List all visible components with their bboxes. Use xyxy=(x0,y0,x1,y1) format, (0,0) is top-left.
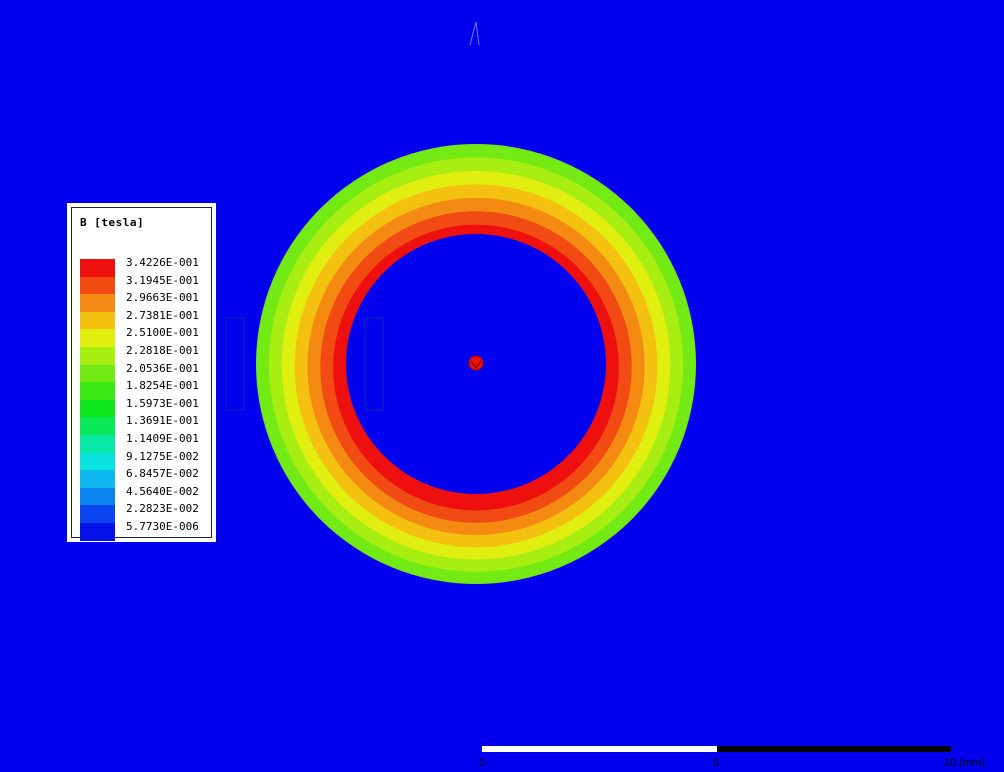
left-coil-outer xyxy=(225,317,245,411)
legend-label: 1.3691E-001 xyxy=(126,414,199,428)
scale-tick-10: 10 (mm) xyxy=(944,757,985,769)
legend-swatch xyxy=(80,259,115,277)
legend-label: 1.5973E-001 xyxy=(126,396,199,410)
legend-label: 2.2823E-002 xyxy=(126,502,199,516)
scale-bar-segment-white xyxy=(482,746,717,752)
legend-swatch xyxy=(80,364,115,383)
legend-swatch xyxy=(80,487,115,506)
legend-swatch xyxy=(80,276,115,295)
left-coil-inner xyxy=(364,317,384,411)
legend-swatch xyxy=(80,294,115,312)
legend-swatch xyxy=(80,435,115,453)
legend-swatch xyxy=(80,505,115,523)
legend-label: 2.9663E-001 xyxy=(126,291,199,305)
legend-swatch xyxy=(80,452,115,471)
legend-title: B [tesla] xyxy=(80,216,145,229)
legend-label: 2.2818E-001 xyxy=(126,344,199,357)
legend-label: 2.7381E-001 xyxy=(126,308,199,322)
legend-swatch xyxy=(80,417,115,435)
coordinate-triad-icon xyxy=(469,21,480,46)
legend-label: 2.0536E-001 xyxy=(126,361,199,375)
center-point-marker-icon xyxy=(468,355,484,371)
legend-swatch xyxy=(80,311,115,330)
scale-tick-0: 0 xyxy=(479,757,486,769)
scale-tick-5: 5 xyxy=(713,757,720,769)
scale-bar-segment-black xyxy=(717,746,951,752)
legend-swatch xyxy=(80,382,115,400)
legend-label: 1.8254E-001 xyxy=(126,379,199,393)
legend-swatch xyxy=(80,347,115,365)
legend-swatch xyxy=(80,399,115,418)
color-legend[interactable]: B [tesla] 3.4226E-001 3.1945E-001 2.9663E-… xyxy=(67,203,216,542)
legend-label: 3.4226E-001 xyxy=(126,256,199,269)
legend-label: 2.5100E-001 xyxy=(126,326,199,340)
legend-label: 9.1275E-002 xyxy=(126,449,199,463)
legend-label: 5.7730E-006 xyxy=(126,520,199,533)
legend-swatch xyxy=(80,329,115,347)
scale-bar: 0 5 10 (mm) xyxy=(479,746,985,772)
legend-label: 1.1409E-001 xyxy=(126,432,199,445)
legend-swatch xyxy=(80,470,115,488)
legend-swatch xyxy=(80,523,115,541)
legend-label: 6.8457E-002 xyxy=(126,467,199,481)
legend-label: 3.1945E-001 xyxy=(126,273,199,287)
legend-frame xyxy=(71,207,212,538)
legend-label: 4.5640E-002 xyxy=(126,484,199,498)
